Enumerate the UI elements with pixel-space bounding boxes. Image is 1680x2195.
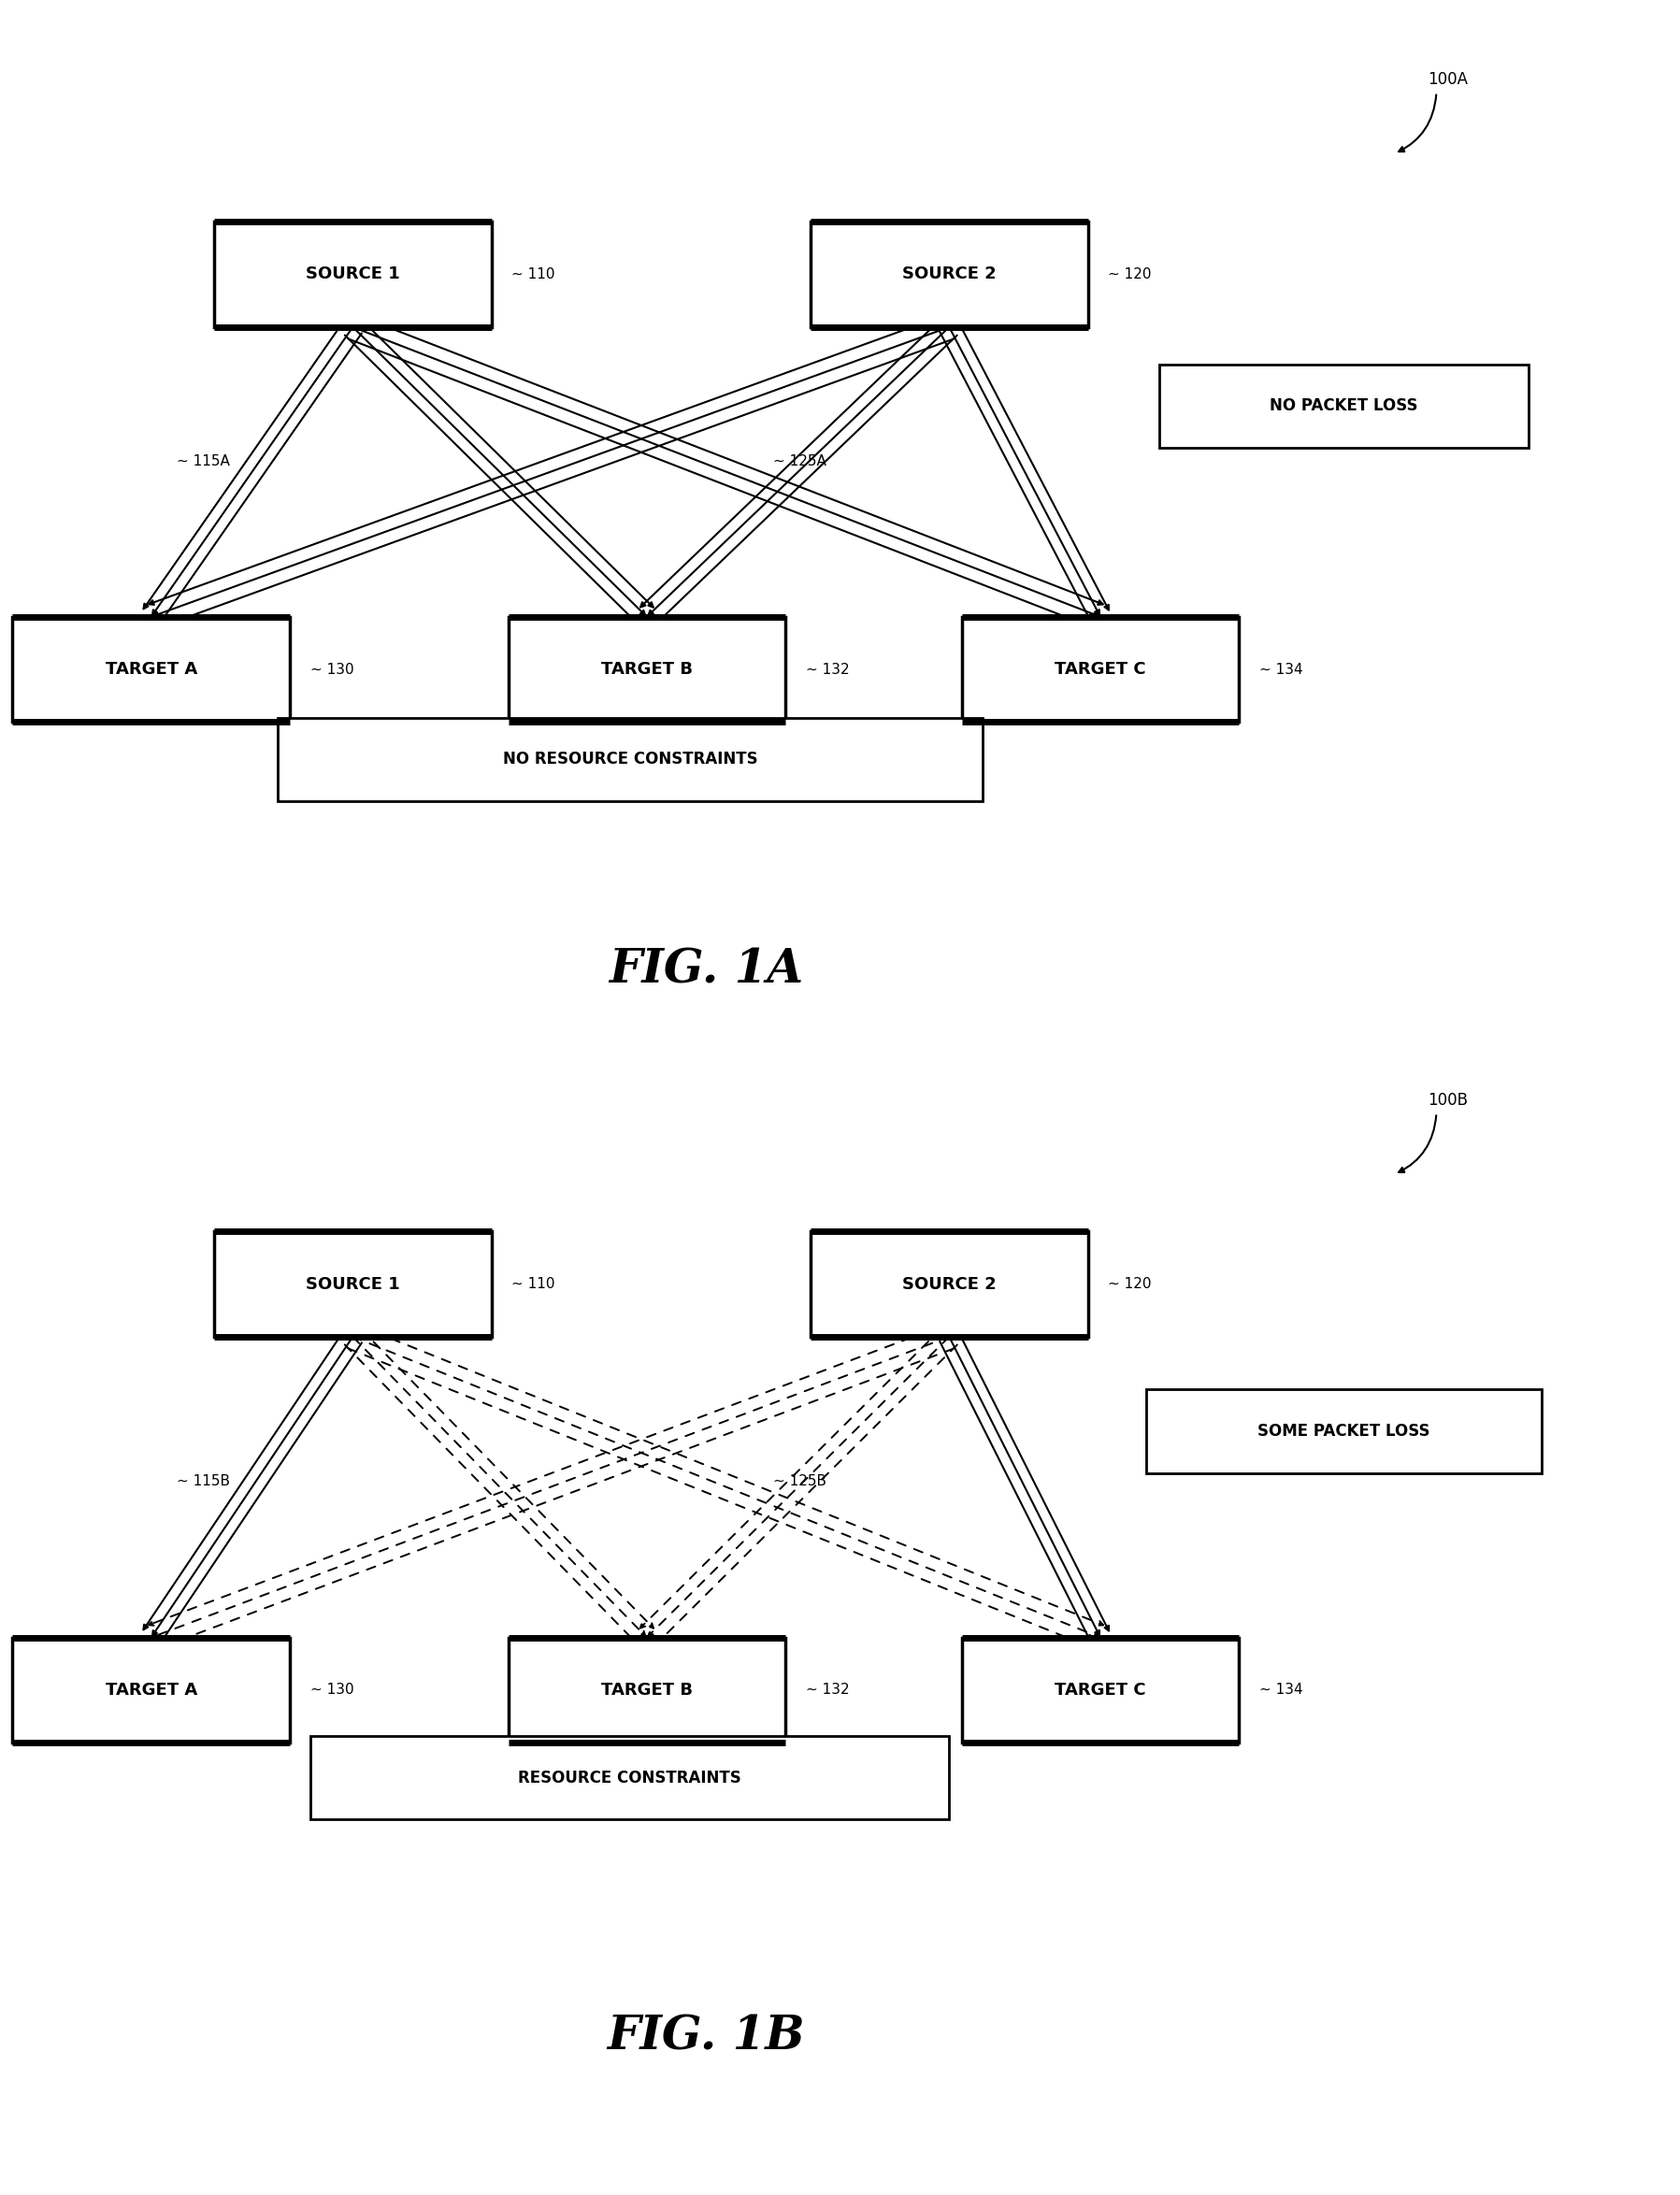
FancyBboxPatch shape bbox=[1147, 1389, 1542, 1473]
Text: TARGET C: TARGET C bbox=[1055, 1681, 1146, 1699]
Text: 100A: 100A bbox=[1428, 70, 1468, 88]
Text: ∼ 110: ∼ 110 bbox=[512, 1277, 554, 1291]
Text: FIG. 1A: FIG. 1A bbox=[608, 948, 803, 992]
Text: TARGET A: TARGET A bbox=[106, 1681, 197, 1699]
Text: ∼ 132: ∼ 132 bbox=[806, 663, 848, 676]
Text: SOURCE 2: SOURCE 2 bbox=[902, 266, 996, 283]
FancyBboxPatch shape bbox=[311, 1736, 949, 1820]
FancyBboxPatch shape bbox=[810, 1231, 1089, 1337]
Text: ∼ 134: ∼ 134 bbox=[1260, 1684, 1302, 1697]
FancyBboxPatch shape bbox=[1159, 364, 1529, 448]
Text: ∼ 125A: ∼ 125A bbox=[773, 454, 827, 468]
Text: ∼ 125B: ∼ 125B bbox=[773, 1475, 827, 1488]
Text: TARGET B: TARGET B bbox=[601, 1681, 692, 1699]
FancyBboxPatch shape bbox=[277, 718, 983, 801]
Text: FIG. 1B: FIG. 1B bbox=[606, 2015, 805, 2059]
FancyBboxPatch shape bbox=[507, 1637, 786, 1743]
Text: ∼ 132: ∼ 132 bbox=[806, 1684, 848, 1697]
FancyBboxPatch shape bbox=[215, 1231, 491, 1337]
Text: TARGET C: TARGET C bbox=[1055, 661, 1146, 678]
Text: SOURCE 1: SOURCE 1 bbox=[306, 266, 400, 283]
FancyBboxPatch shape bbox=[12, 1637, 289, 1743]
Text: TARGET B: TARGET B bbox=[601, 661, 692, 678]
FancyBboxPatch shape bbox=[810, 222, 1089, 327]
FancyBboxPatch shape bbox=[961, 617, 1240, 722]
Text: NO RESOURCE CONSTRAINTS: NO RESOURCE CONSTRAINTS bbox=[502, 751, 758, 768]
Text: RESOURCE CONSTRAINTS: RESOURCE CONSTRAINTS bbox=[519, 1769, 741, 1787]
FancyBboxPatch shape bbox=[961, 1637, 1240, 1743]
Text: ∼ 120: ∼ 120 bbox=[1109, 1277, 1151, 1291]
Text: ∼ 130: ∼ 130 bbox=[309, 663, 353, 676]
Text: SOME PACKET LOSS: SOME PACKET LOSS bbox=[1258, 1422, 1430, 1440]
FancyBboxPatch shape bbox=[12, 617, 289, 722]
Text: SOURCE 2: SOURCE 2 bbox=[902, 1275, 996, 1293]
Text: NO PACKET LOSS: NO PACKET LOSS bbox=[1270, 397, 1418, 415]
Text: ∼ 110: ∼ 110 bbox=[512, 268, 554, 281]
Text: ∼ 115A: ∼ 115A bbox=[176, 454, 230, 468]
FancyBboxPatch shape bbox=[215, 222, 491, 327]
Text: 100B: 100B bbox=[1428, 1091, 1468, 1108]
Text: SOURCE 1: SOURCE 1 bbox=[306, 1275, 400, 1293]
FancyBboxPatch shape bbox=[507, 617, 786, 722]
Text: ∼ 120: ∼ 120 bbox=[1109, 268, 1151, 281]
Text: TARGET A: TARGET A bbox=[106, 661, 197, 678]
Text: ∼ 115B: ∼ 115B bbox=[176, 1475, 230, 1488]
Text: ∼ 130: ∼ 130 bbox=[309, 1684, 353, 1697]
Text: ∼ 134: ∼ 134 bbox=[1260, 663, 1302, 676]
